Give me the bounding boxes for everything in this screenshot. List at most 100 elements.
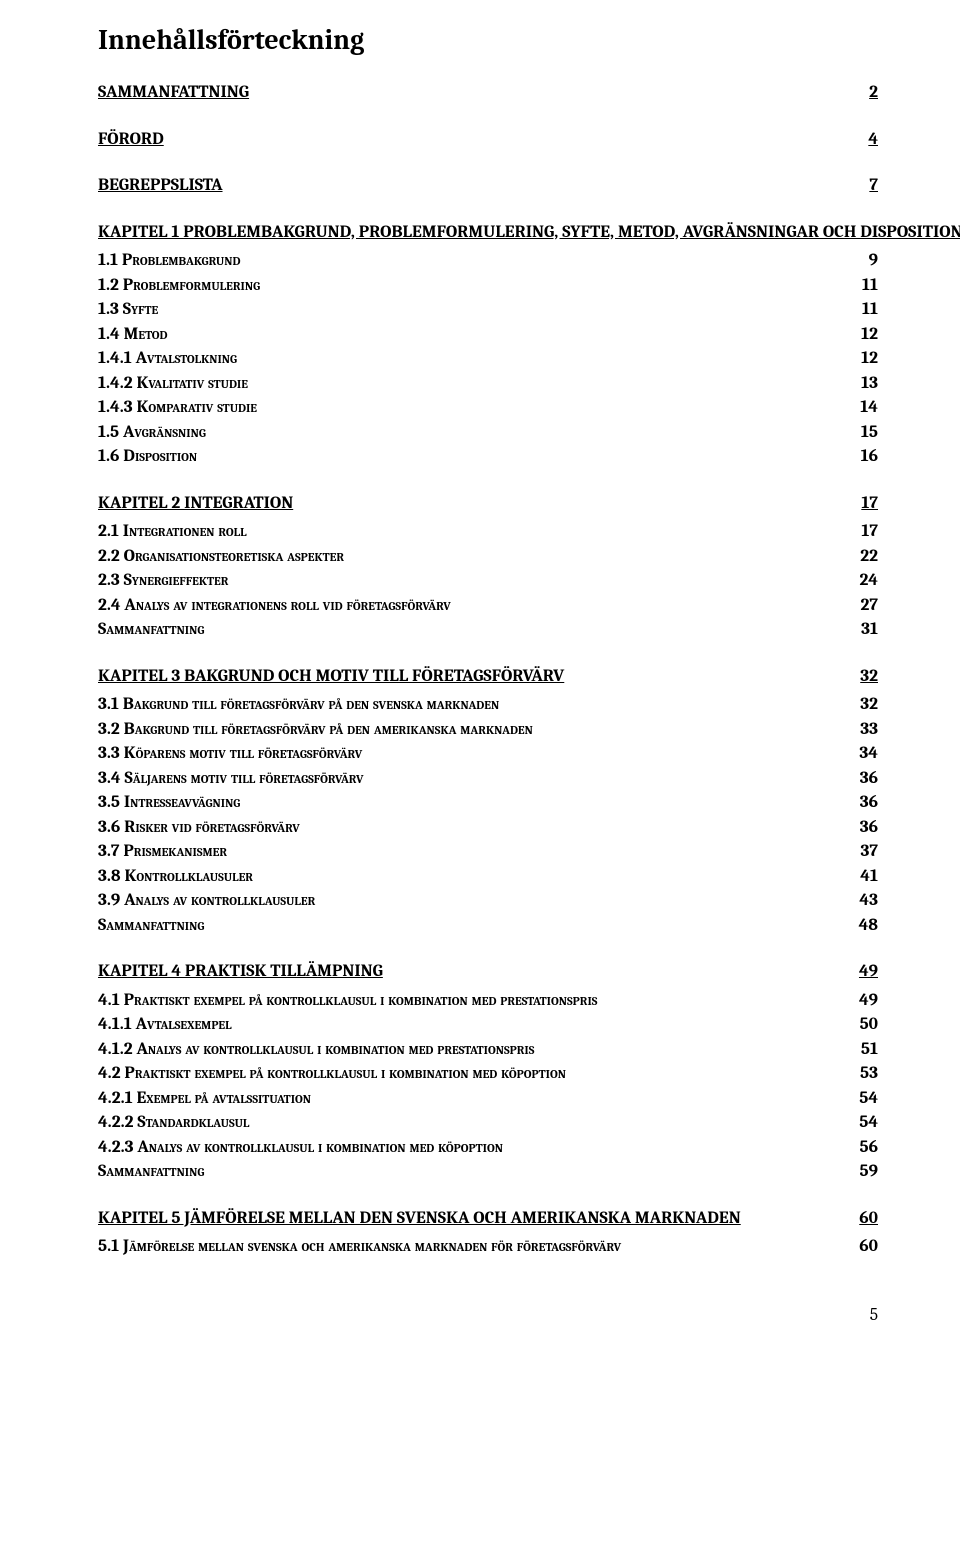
toc-page: 53 bbox=[858, 1061, 878, 1086]
toc-subentry: 1.4.1 Avtalstolkning 12 bbox=[98, 346, 878, 371]
toc-subentry: 2.2 Organisationsteoretiska aspekter 22 bbox=[98, 544, 878, 569]
toc-label: 5.1 Jämförelse mellan svenska och amerik… bbox=[98, 1234, 621, 1259]
toc-subentry: 1.4.3 Komparativ studie14 bbox=[98, 395, 878, 420]
toc-label: 1.4.1 Avtalstolkning bbox=[98, 346, 237, 371]
toc-subentry: 1.3 Syfte11 bbox=[98, 297, 878, 322]
toc-subentry: 4.2.1 Exempel på avtalssituation 54 bbox=[98, 1086, 878, 1111]
toc-page: 60 bbox=[857, 1206, 878, 1231]
toc-label: 3.3 Köparens motiv till företagsförvärv bbox=[98, 741, 362, 766]
toc-page: 7 bbox=[867, 173, 878, 198]
toc-heading: KAPITEL 5 JÄMFÖRELSE MELLAN DEN SVENSKA … bbox=[98, 1206, 878, 1231]
toc-subentry: 3.1 Bakgrund till företagsförvärv på den… bbox=[98, 692, 878, 717]
toc-page: 31 bbox=[859, 617, 878, 642]
toc-label: KAPITEL 1 PROBLEMBAKGRUND, PROBLEMFORMUL… bbox=[98, 220, 960, 245]
toc-subentry: 3.7 Prismekanismer 37 bbox=[98, 839, 878, 864]
toc-label: 1.3 Syfte bbox=[98, 297, 158, 322]
toc-heading: KAPITEL 2 INTEGRATION17 bbox=[98, 491, 878, 516]
toc-subentry: 2.3 Synergieffekter 24 bbox=[98, 568, 878, 593]
toc-label: 4.1.2 Analys av kontrollklausul i kombin… bbox=[98, 1037, 534, 1062]
toc-label: 3.8 Kontrollklausuler bbox=[98, 864, 253, 889]
toc-page: 9 bbox=[867, 248, 878, 273]
toc-page: 17 bbox=[859, 519, 878, 544]
toc-page: 24 bbox=[857, 568, 878, 593]
toc-label: 3.5 Intresseavvägning bbox=[98, 790, 240, 815]
toc-subentry: Sammanfattning 48 bbox=[98, 913, 878, 938]
toc-label: 2.4 Analys av integrationens roll vid fö… bbox=[98, 593, 451, 618]
toc-subentry: 1.6 Disposition 16 bbox=[98, 444, 878, 469]
toc-subentry: Sammanfattning 59 bbox=[98, 1159, 878, 1184]
toc-subentry: 4.1.2 Analys av kontrollklausul i kombin… bbox=[98, 1037, 878, 1062]
toc-subentry: 5.1 Jämförelse mellan svenska och amerik… bbox=[98, 1234, 878, 1259]
toc-label: Sammanfattning bbox=[98, 913, 204, 938]
toc-subentry: 4.2.3 Analys av kontrollklausul i kombin… bbox=[98, 1135, 878, 1160]
toc-page: 36 bbox=[858, 815, 878, 840]
toc-page: 27 bbox=[858, 593, 878, 618]
toc-page: 2 bbox=[867, 80, 878, 105]
toc-label: KAPITEL 5 JÄMFÖRELSE MELLAN DEN SVENSKA … bbox=[98, 1206, 741, 1231]
toc-subentry: 1.1 Problembakgrund 9 bbox=[98, 248, 878, 273]
toc-subentry: 3.5 Intresseavvägning 36 bbox=[98, 790, 878, 815]
toc-label: 1.4.2 Kvalitativ studie bbox=[98, 371, 248, 396]
toc-label: 3.7 Prismekanismer bbox=[98, 839, 227, 864]
toc-page: 54 bbox=[857, 1110, 878, 1135]
toc-label: KAPITEL 4 PRAKTISK TILLÄMPNING bbox=[98, 959, 383, 984]
toc-heading: KAPITEL 3 BAKGRUND OCH MOTIV TILL FÖRETA… bbox=[98, 664, 878, 689]
toc-page: 22 bbox=[858, 544, 878, 569]
toc-page: 34 bbox=[857, 741, 878, 766]
toc-label: 3.1 Bakgrund till företagsförvärv på den… bbox=[98, 692, 499, 717]
toc-page: 41 bbox=[858, 864, 878, 889]
toc-subentry: 3.6 Risker vid företagsförvärv36 bbox=[98, 815, 878, 840]
toc-label: BEGREPPSLISTA bbox=[98, 173, 223, 198]
toc-label: 4.2 Praktiskt exempel på kontrollklausul… bbox=[98, 1061, 566, 1086]
page-number: 5 bbox=[98, 1305, 878, 1325]
toc-heading: FÖRORD4 bbox=[98, 127, 878, 152]
toc-heading: KAPITEL 1 PROBLEMBAKGRUND, PROBLEMFORMUL… bbox=[98, 220, 878, 245]
document-title: Innehållsförteckning bbox=[98, 24, 878, 56]
toc-label: 4.2.1 Exempel på avtalssituation bbox=[98, 1086, 311, 1111]
toc-label: 4.1.1 Avtalsexempel bbox=[98, 1012, 232, 1037]
toc-subentry: 4.2.2 Standardklausul54 bbox=[98, 1110, 878, 1135]
toc-label: Sammanfattning bbox=[98, 617, 204, 642]
toc-subentry: 2.1 Integrationen roll 17 bbox=[98, 519, 878, 544]
toc-label: 2.1 Integrationen roll bbox=[98, 519, 247, 544]
toc-page: 50 bbox=[858, 1012, 878, 1037]
toc-page: 56 bbox=[857, 1135, 878, 1160]
toc-page: 11 bbox=[860, 273, 878, 298]
toc-label: Sammanfattning bbox=[98, 1159, 204, 1184]
toc-subentry: 3.2 Bakgrund till företagsförvärv på den… bbox=[98, 717, 878, 742]
toc-label: FÖRORD bbox=[98, 127, 164, 152]
toc-subentry: 4.1.1 Avtalsexempel 50 bbox=[98, 1012, 878, 1037]
toc-page: 16 bbox=[859, 444, 878, 469]
toc-subentry: 1.2 Problemformulering11 bbox=[98, 273, 878, 298]
toc-page: 54 bbox=[857, 1086, 878, 1111]
toc-page: 49 bbox=[857, 988, 878, 1013]
toc-page: 48 bbox=[857, 913, 878, 938]
toc-page: 32 bbox=[858, 692, 878, 717]
toc-page: 14 bbox=[858, 395, 878, 420]
toc-subentry: 1.4 Metod12 bbox=[98, 322, 878, 347]
toc-subentry: 4.2 Praktiskt exempel på kontrollklausul… bbox=[98, 1061, 878, 1086]
toc-page: 59 bbox=[858, 1159, 878, 1184]
toc-label: 4.2.3 Analys av kontrollklausul i kombin… bbox=[98, 1135, 503, 1160]
toc-page: 43 bbox=[857, 888, 878, 913]
toc-label: 2.3 Synergieffekter bbox=[98, 568, 228, 593]
toc-page: 51 bbox=[859, 1037, 878, 1062]
toc-heading: SAMMANFATTNING2 bbox=[98, 80, 878, 105]
toc-page: 36 bbox=[858, 790, 878, 815]
toc-page: 37 bbox=[858, 839, 878, 864]
toc-label: 3.2 Bakgrund till företagsförvärv på den… bbox=[98, 717, 533, 742]
toc-subentry: 3.9 Analys av kontrollklausuler 43 bbox=[98, 888, 878, 913]
toc-label: 1.1 Problembakgrund bbox=[98, 248, 240, 273]
toc-label: 2.2 Organisationsteoretiska aspekter bbox=[98, 544, 344, 569]
toc-heading: BEGREPPSLISTA 7 bbox=[98, 173, 878, 198]
toc-subentry: Sammanfattning 31 bbox=[98, 617, 878, 642]
toc-page: 60 bbox=[857, 1234, 878, 1259]
toc-label: 1.4 Metod bbox=[98, 322, 168, 347]
toc-page: 33 bbox=[858, 717, 878, 742]
toc-subentry: 4.1 Praktiskt exempel på kontrollklausul… bbox=[98, 988, 878, 1013]
toc-label: 3.9 Analys av kontrollklausuler bbox=[98, 888, 315, 913]
toc-page: 13 bbox=[859, 371, 878, 396]
toc-page: 12 bbox=[859, 346, 878, 371]
toc-label: 1.6 Disposition bbox=[98, 444, 197, 469]
toc-subentry: 3.8 Kontrollklausuler 41 bbox=[98, 864, 878, 889]
